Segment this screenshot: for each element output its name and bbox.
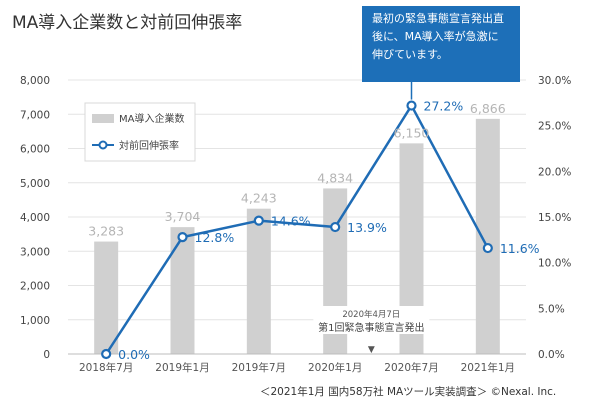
y-left-tick-label: 6,000 (20, 144, 50, 156)
line-point (482, 242, 493, 254)
callout-line-1: 最初の緊急事態宣言発出直 (372, 12, 504, 25)
callout-line-2: 後に、MA導入率が急激に (372, 30, 499, 43)
y-left-tick-label: 8,000 (20, 75, 50, 87)
bar-value-label: 3,704 (165, 209, 201, 224)
annotation-background (313, 306, 430, 334)
bar (94, 241, 119, 354)
y-left-tick-label: 2,000 (20, 281, 50, 293)
bar (475, 118, 500, 354)
x-tick-label: 2019年7月 (232, 361, 286, 374)
y-left-tick-label: 7,000 (20, 109, 50, 121)
x-tick-label: 2018年7月 (79, 361, 133, 374)
legend-box (84, 102, 196, 162)
legend-label-line: 対前回伸張率 (119, 139, 179, 152)
line-point (177, 231, 188, 243)
bar-value-label: 3,283 (88, 224, 124, 239)
bar-value-label: 6,866 (470, 101, 506, 116)
y-left-tick-label: 5,000 (20, 178, 50, 190)
annotation-text: 第1回緊急事態宣言発出 (318, 321, 424, 334)
legend-marker-line (98, 140, 108, 150)
line-value-label: 12.8% (195, 230, 235, 245)
line-value-label: 27.2% (424, 99, 464, 114)
callout-box: 最初の緊急事態宣言発出直 後に、MA導入率が急激に 伸びています。 (362, 6, 520, 82)
x-tick-label: 2020年7月 (384, 361, 438, 374)
x-tick-label: 2020年1月 (308, 361, 362, 374)
line-value-label: 11.6% (500, 241, 540, 256)
annotation-date: 2020年4月7日 (342, 309, 400, 320)
line-point (330, 221, 341, 233)
x-tick-label: 2019年1月 (155, 361, 209, 374)
y-right-tick-label: 25.0% (538, 121, 571, 133)
y-right-tick-label: 0.0% (538, 349, 565, 361)
line-value-label: 13.9% (347, 220, 387, 235)
y-right-tick-label: 30.0% (538, 75, 571, 87)
x-tick-label: 2021年1月 (461, 361, 515, 374)
y-left-tick-label: 4,000 (20, 212, 50, 224)
chart-title: MA導入企業数と対前回伸張率 (12, 13, 243, 33)
line-point (253, 215, 264, 226)
y-right-tick-label: 15.0% (538, 212, 571, 224)
bar (246, 208, 271, 354)
y-right-tick-label: 10.0% (538, 258, 571, 270)
y-left-tick-label: 3,000 (20, 246, 50, 258)
y-left-tick-label: 0 (43, 349, 50, 361)
annotation-marker: ▼ (368, 345, 375, 355)
footnote: ＜2021年1月 国内58万社 MAツール実装調査＞ ©Nexal. Inc. (260, 386, 557, 398)
line-point (101, 348, 112, 360)
bar (170, 227, 195, 354)
y-right-tick-label: 20.0% (538, 166, 571, 178)
line-value-label: 0.0% (118, 347, 150, 362)
bar-value-label: 4,243 (241, 191, 277, 206)
y-right-tick-label: 5.0% (538, 303, 565, 315)
line-value-label: 14.6% (271, 214, 311, 229)
legend-label-bar: MA導入企業数 (119, 112, 184, 125)
y-left-tick-label: 1,000 (20, 315, 50, 327)
line-point (406, 100, 417, 111)
bar-value-label: 6,150 (394, 125, 430, 140)
callout-line-3: 伸びています。 (372, 48, 448, 61)
legend-swatch-bar (92, 114, 114, 123)
growth-rate-line (105, 104, 489, 355)
bar-value-label: 4,834 (317, 170, 353, 185)
